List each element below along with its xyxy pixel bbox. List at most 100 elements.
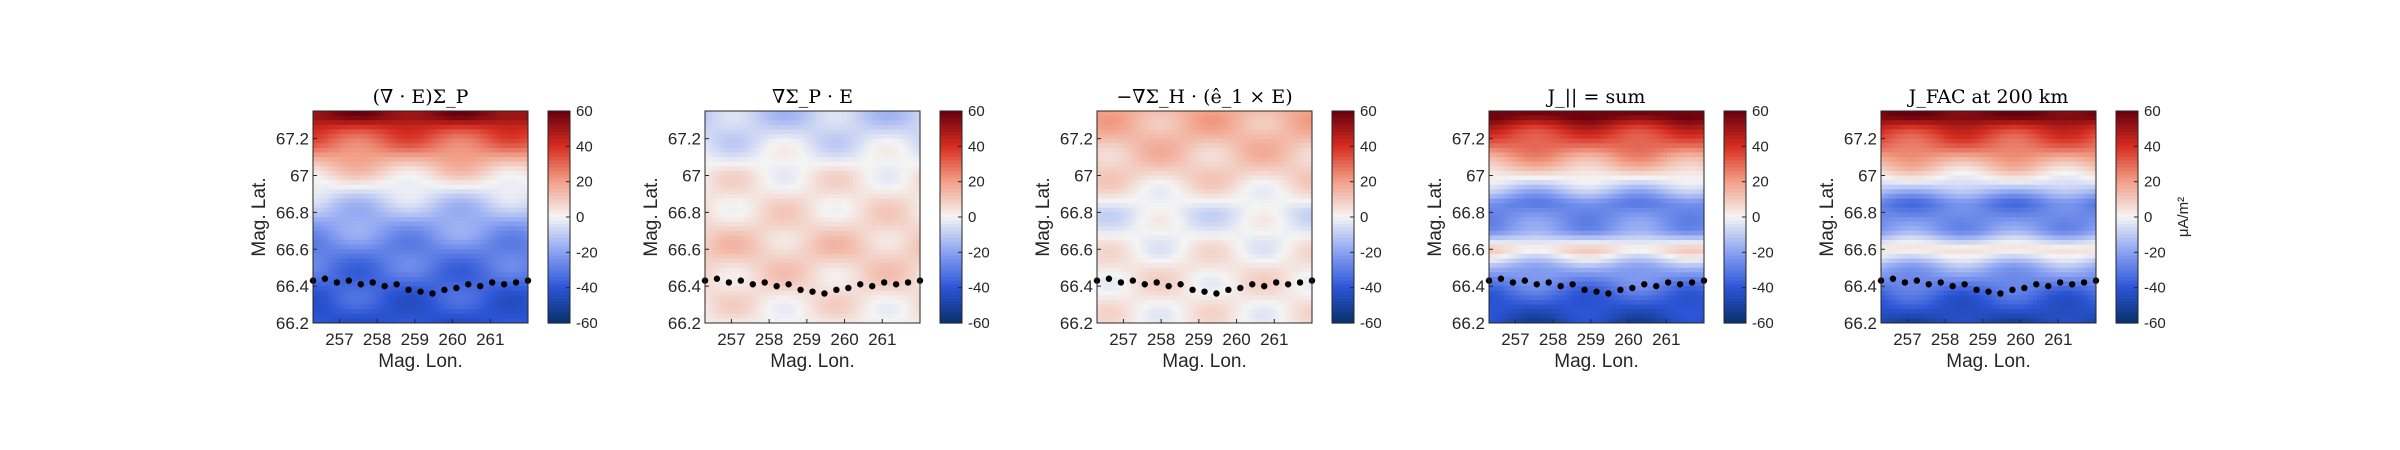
colorbar-tick-label: -40 — [1360, 280, 1382, 297]
boundary-point — [1593, 288, 1600, 295]
y-axis-label: Mag. Lat. — [1425, 177, 1446, 256]
boundary-point — [1105, 275, 1113, 282]
colorbar-tick-label: -60 — [968, 315, 990, 332]
x-tick-label: 259 — [401, 330, 429, 349]
y-tick-label: 66.6 — [276, 240, 309, 259]
panel-title: (∇ · E)Σ_P — [373, 86, 469, 108]
boundary-point — [1605, 290, 1612, 297]
boundary-point — [1545, 279, 1552, 286]
colorbar: 60 40 20 0 -20 -40 -60 — [1723, 103, 1774, 332]
colorbar-tick-label: -40 — [576, 280, 598, 297]
panels: 257 258 259 260 261 66.2 66.4 66.6 66.8 67 67.2 Mag… — [249, 86, 2192, 372]
panel-2: 257 258 259 260 261 66.2 66.4 66.6 66.8 67 67.2 Mag… — [641, 86, 990, 372]
boundary-point — [1664, 279, 1672, 286]
colorbar: 60 40 20 0 -20 -40 -60 — [1331, 103, 1382, 332]
boundary-point — [1153, 279, 1160, 286]
colorbar-tick-label: 40 — [968, 138, 985, 155]
y-tick-label: 67 — [290, 167, 309, 186]
colorbar-tick-label: 40 — [1360, 138, 1377, 155]
x-tick-label: 261 — [476, 330, 504, 349]
colorbar-tick-label: -40 — [1752, 280, 1774, 297]
colorbar-tick-label: 60 — [576, 103, 593, 120]
colorbar-tick-label: 60 — [1752, 103, 1769, 120]
boundary-point — [761, 279, 768, 286]
y-tick-label: 66.6 — [668, 240, 701, 259]
boundary-point — [1617, 286, 1624, 294]
colorbar-tick-label: 40 — [576, 138, 593, 155]
boundary-point — [1509, 279, 1517, 286]
colorbar-tick-label: 60 — [968, 103, 985, 120]
boundary-point — [2009, 286, 2016, 294]
colorbar-tick-label: 20 — [576, 174, 593, 191]
y-tick-label: 66.2 — [1844, 314, 1877, 333]
y-tick-label: 66.2 — [276, 314, 309, 333]
boundary-markers — [1485, 275, 1708, 297]
x-tick-label: 259 — [793, 330, 821, 349]
plot-frame — [312, 110, 529, 324]
boundary-point — [809, 288, 816, 295]
boundary-point — [1284, 281, 1292, 288]
x-tick-label: 260 — [438, 330, 466, 349]
x-tick-label: 257 — [1109, 330, 1137, 349]
boundary-point — [1961, 281, 1968, 288]
colorbar: 60 40 20 0 -20 -40 -60 μA/m² — [2115, 103, 2192, 332]
boundary-point — [488, 279, 496, 286]
y-tick-label: 67.2 — [1060, 130, 1093, 149]
boundary-point — [465, 281, 472, 288]
x-tick-label: 258 — [1539, 330, 1567, 349]
boundary-point — [1261, 282, 1268, 290]
y-tick-label: 66.8 — [1060, 203, 1093, 222]
boundary-point — [1249, 281, 1256, 288]
boundary-point — [1653, 282, 1660, 290]
panel-4: 257 258 259 260 261 66.2 66.4 66.6 66.8 67 67.2 Mag… — [1425, 86, 1774, 372]
boundary-point — [713, 275, 721, 282]
colorbar-tick-label: -60 — [576, 315, 598, 332]
colorbar-tick-label: -60 — [1752, 315, 1774, 332]
x-tick-label: 257 — [717, 330, 745, 349]
boundary-point — [1997, 290, 2004, 297]
x-tick-label: 260 — [2006, 330, 2034, 349]
boundary-point — [725, 279, 733, 286]
y-tick-label: 66.4 — [276, 277, 309, 296]
boundary-point — [381, 282, 388, 290]
x-tick-label: 260 — [1614, 330, 1642, 349]
y-tick-label: 67.2 — [668, 130, 701, 149]
boundary-point — [2068, 281, 2076, 288]
colorbar-tick-label: -60 — [1360, 315, 1382, 332]
boundary-point — [1129, 277, 1137, 284]
x-tick-label: 261 — [868, 330, 896, 349]
x-tick-label: 261 — [1260, 330, 1288, 349]
y-tick-label: 66.4 — [1060, 277, 1093, 296]
x-tick-label: 257 — [325, 330, 353, 349]
boundary-point — [1641, 281, 1648, 288]
y-tick-label: 66.8 — [276, 203, 309, 222]
x-tick-label: 259 — [1185, 330, 1213, 349]
y-tick-label: 66.2 — [1452, 314, 1485, 333]
plot-frame — [1880, 110, 2097, 324]
plot-frame — [704, 110, 921, 324]
y-tick-label: 66.4 — [1452, 277, 1485, 296]
boundary-point — [417, 288, 424, 295]
y-tick-label: 67 — [1074, 167, 1093, 186]
boundary-point — [737, 277, 745, 284]
colorbar-tick-label: 0 — [968, 209, 976, 226]
boundary-point — [1901, 279, 1909, 286]
x-tick-label: 258 — [755, 330, 783, 349]
heatmap-image — [1881, 111, 2096, 323]
panel-5: 257 258 259 260 261 66.2 66.4 66.6 66.8 67 67.2 Mag… — [1817, 86, 2192, 372]
colorbar-tick-label: -20 — [1752, 244, 1774, 261]
y-tick-label: 67 — [682, 167, 701, 186]
x-tick-label: 259 — [1969, 330, 1997, 349]
boundary-point — [785, 281, 792, 288]
colorbar-tick-label: 0 — [1360, 209, 1368, 226]
colorbar-tick-label: 0 — [576, 209, 584, 226]
x-axis-label: Mag. Lon. — [378, 351, 463, 372]
boundary-point — [1949, 282, 1956, 290]
y-tick-label: 67.2 — [1452, 130, 1485, 149]
y-tick-label: 66.6 — [1060, 240, 1093, 259]
boundary-point — [405, 286, 412, 294]
colorbar-tick-label: 0 — [1752, 209, 1760, 226]
boundary-point — [393, 281, 400, 288]
heatmap-image — [705, 111, 920, 323]
